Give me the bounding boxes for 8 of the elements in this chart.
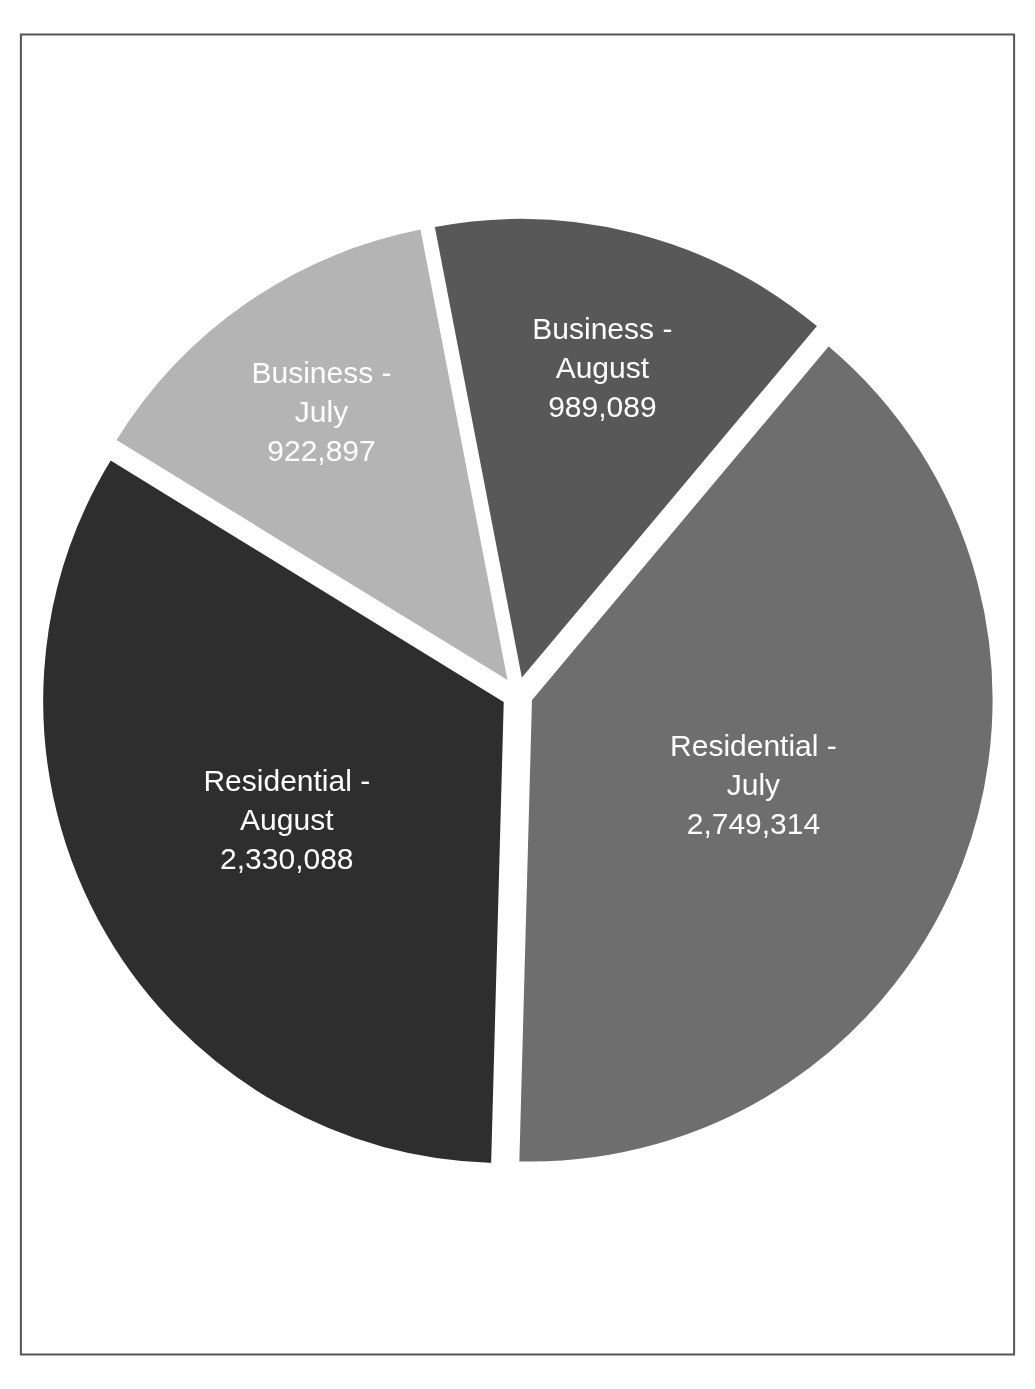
slice-label: Residential - August [203, 763, 371, 836]
data-label: 989,089 [548, 389, 657, 423]
data-label: 2,749,314 [686, 806, 821, 840]
data-label: 2,330,088 [220, 841, 354, 875]
data-label: 922,897 [267, 433, 376, 467]
slice-label: Business - July [251, 355, 392, 428]
slice-label: Residential - July [670, 728, 837, 801]
slice-label: Business - August [532, 311, 673, 384]
